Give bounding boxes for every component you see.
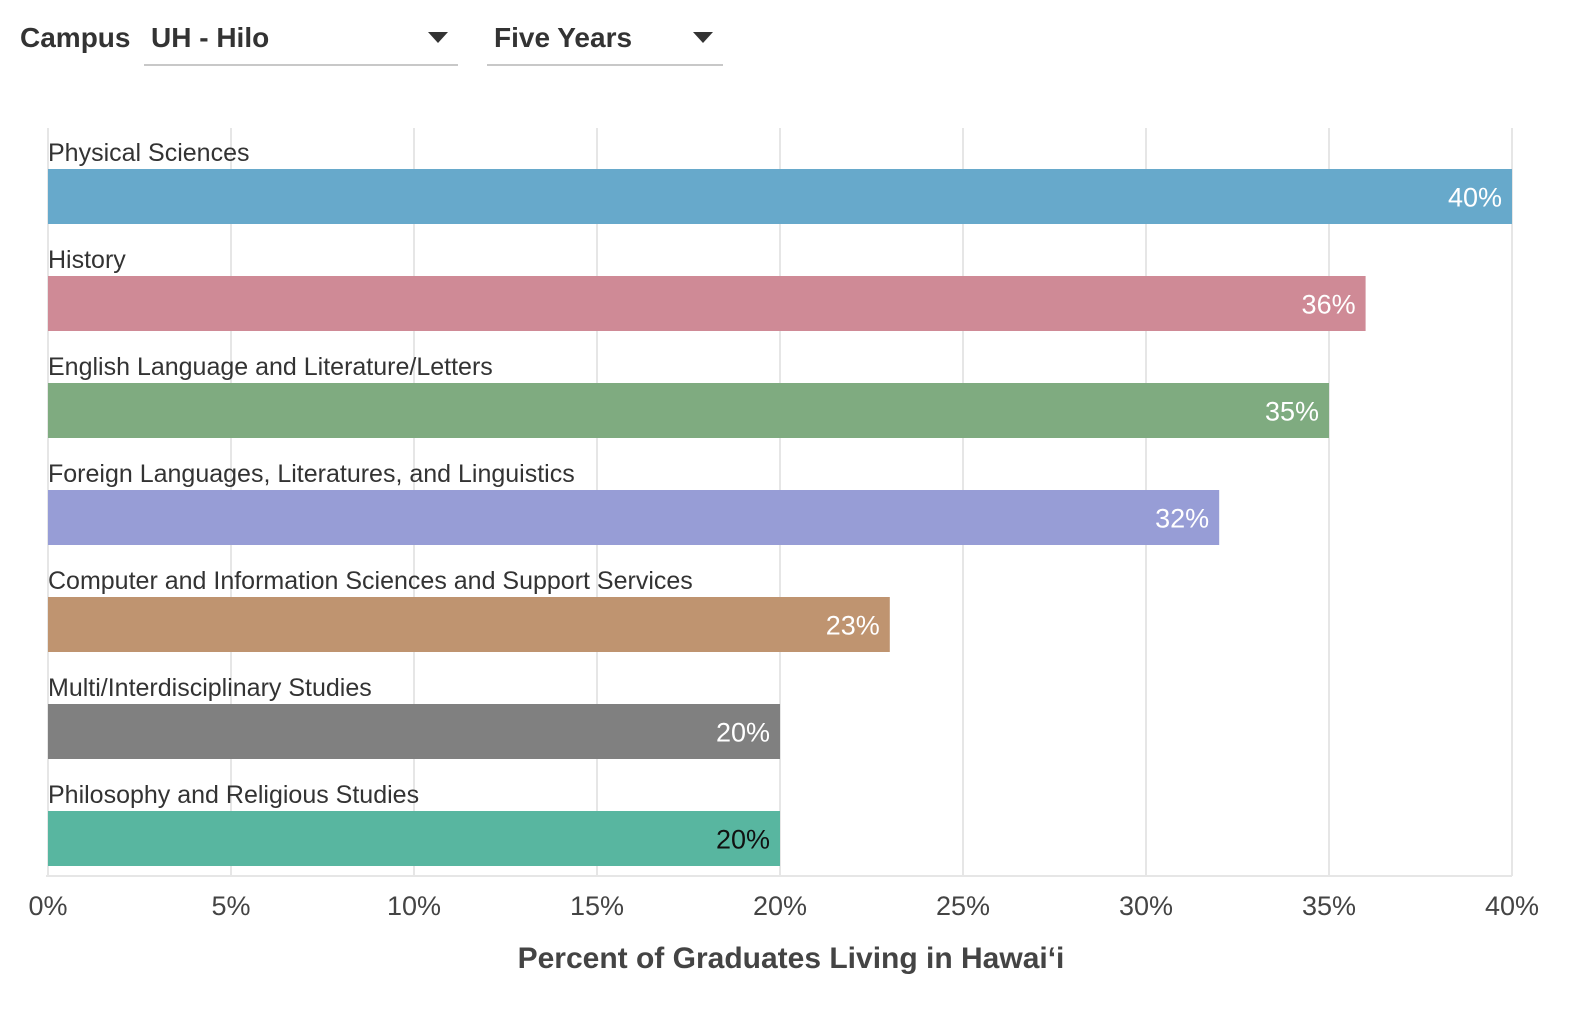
data-label: 35% <box>1265 397 1319 427</box>
category-label: History <box>48 246 126 274</box>
x-tick-label: 40% <box>1485 891 1539 921</box>
category-label: Foreign Languages, Literatures, and Ling… <box>48 460 575 488</box>
period-select-value: Five Years <box>494 22 633 53</box>
bar <box>48 704 780 759</box>
campus-select[interactable]: UH - Hilo <box>144 14 458 66</box>
x-tick-label: 15% <box>570 891 624 921</box>
x-tick-label: 30% <box>1119 891 1173 921</box>
category-label: English Language and Literature/Letters <box>48 353 493 381</box>
campus-label: Campus <box>20 22 131 53</box>
chevron-down-icon <box>693 32 713 43</box>
bar <box>48 597 890 652</box>
bar <box>48 490 1220 545</box>
x-tick-label: 0% <box>28 891 67 921</box>
data-label: 20% <box>716 718 770 748</box>
x-tick-label: 10% <box>387 891 441 921</box>
x-tick-label: 25% <box>936 891 990 921</box>
bar <box>48 811 780 866</box>
bar <box>48 276 1366 331</box>
category-label: Multi/Interdisciplinary Studies <box>48 674 372 702</box>
data-label: 23% <box>826 611 880 641</box>
category-label: Computer and Information Sciences and Su… <box>48 567 693 595</box>
data-label: 20% <box>716 825 770 855</box>
bar <box>48 383 1329 438</box>
x-axis-label: Percent of Graduates Living in Hawai‘i <box>517 942 1065 975</box>
x-tick-label: 20% <box>753 891 807 921</box>
data-label: 36% <box>1302 290 1356 320</box>
data-label: 32% <box>1155 504 1209 534</box>
bar <box>48 169 1512 224</box>
category-label: Physical Sciences <box>48 139 249 167</box>
campus-select-value: UH - Hilo <box>151 22 270 53</box>
chevron-down-icon <box>428 32 448 43</box>
category-label: Philosophy and Religious Studies <box>48 781 419 809</box>
period-select[interactable]: Five Years <box>487 14 723 66</box>
x-tick-label: 35% <box>1302 891 1356 921</box>
x-tick-label: 5% <box>211 891 250 921</box>
data-label: 40% <box>1448 183 1502 213</box>
